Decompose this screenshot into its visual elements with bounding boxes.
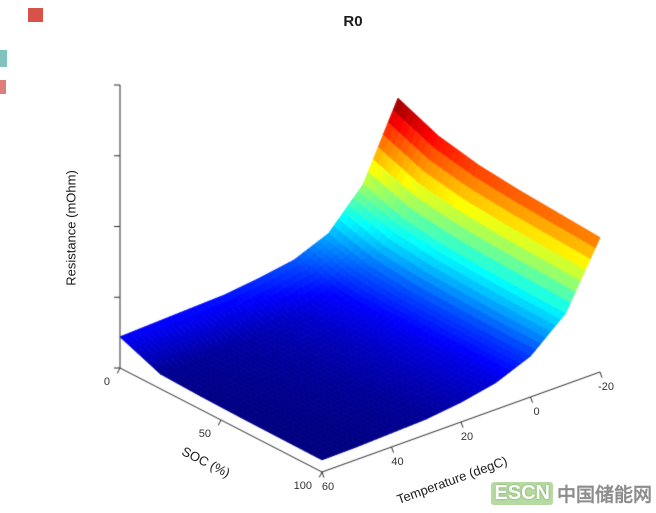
y-tick-label: 20: [460, 431, 474, 443]
y-tick-label: 0: [533, 406, 540, 418]
watermark-logo: ESCN: [491, 482, 553, 505]
artifact-teal-left: [0, 50, 7, 67]
y-tick-label: 60: [321, 481, 335, 493]
y-tick-label: 40: [391, 456, 404, 468]
watermark: ESCN 中国储能网: [491, 480, 652, 507]
artifact-red-topleft: [28, 8, 43, 22]
watermark-text: 中国储能网: [556, 485, 652, 506]
artifact-red-left: [0, 80, 6, 94]
x-tick-label: 0: [103, 376, 110, 388]
chart-title: R0: [343, 13, 363, 30]
x-tick-label: 50: [198, 428, 211, 440]
z-axis-label: Resistance (mOhm): [63, 170, 79, 286]
y-tick-label: -20: [598, 381, 614, 393]
x-tick-label: 100: [293, 480, 312, 492]
